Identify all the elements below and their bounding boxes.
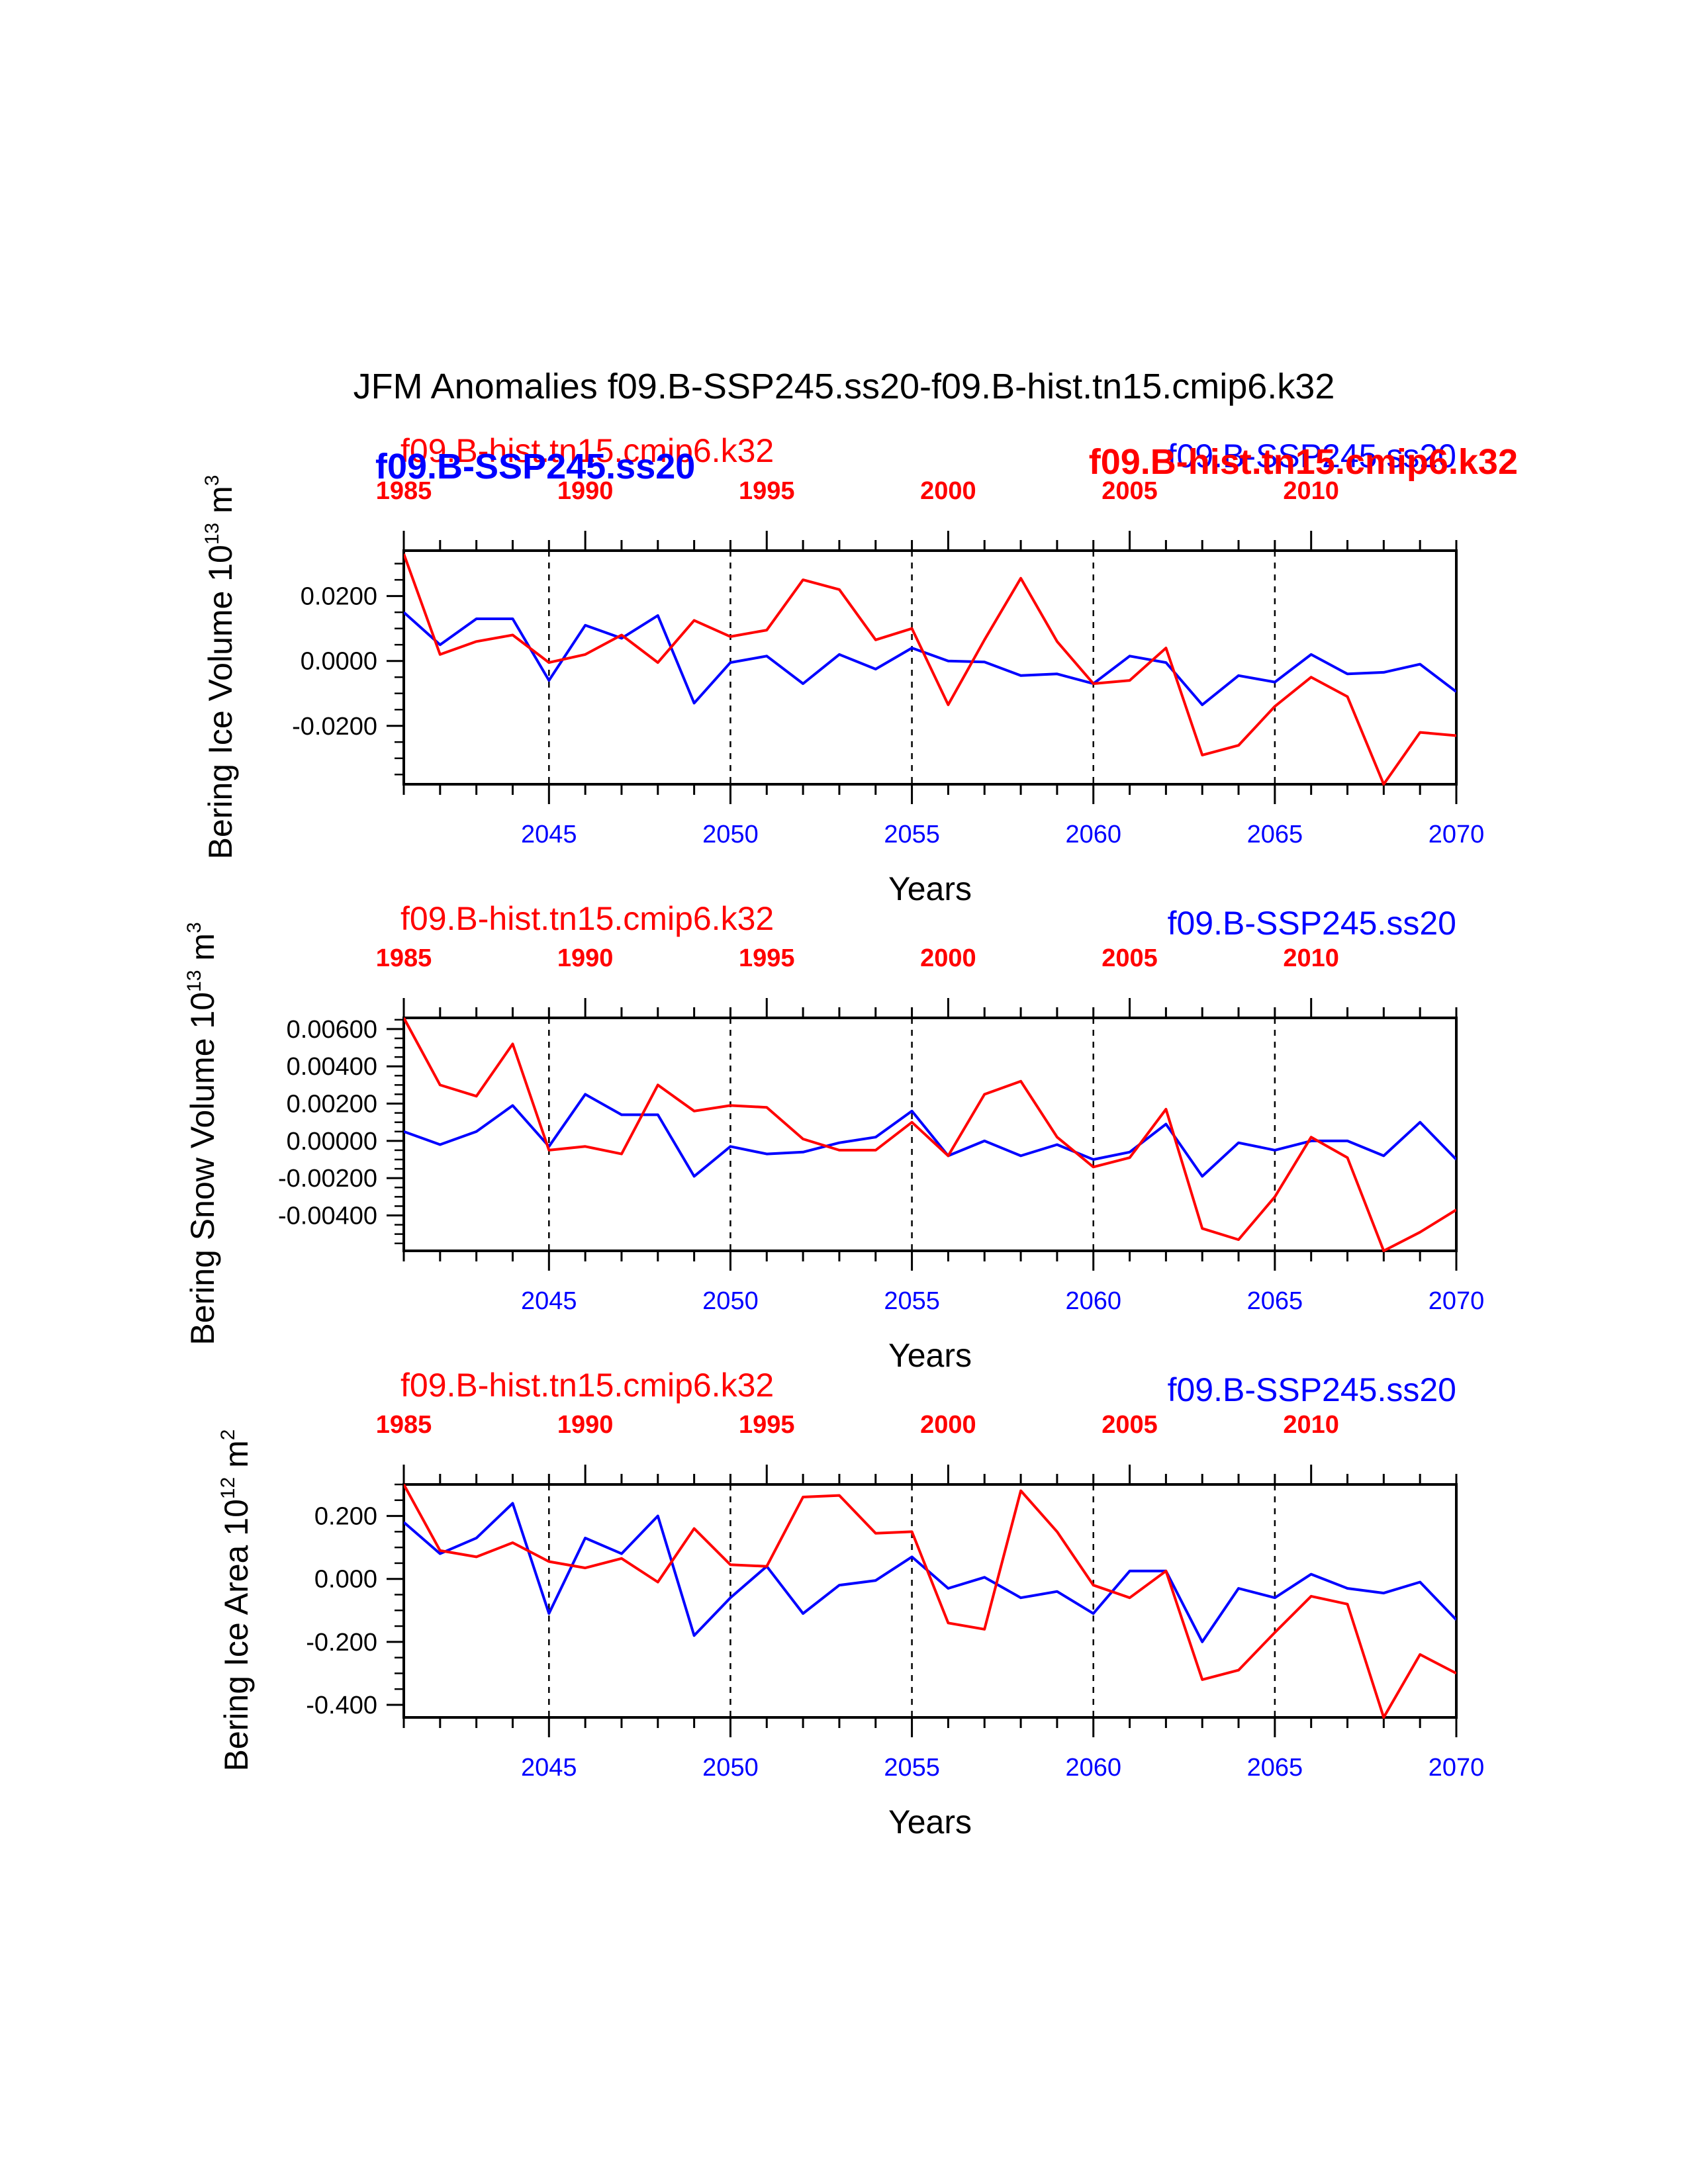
x-tick-label: 2065: [1247, 821, 1303, 848]
top-x-tick-label: 2010: [1283, 1411, 1339, 1439]
panel-1-ylabel-unit: m: [202, 486, 239, 523]
series-line-hist: [404, 1484, 1456, 1719]
panel-1-ylabel-unit-exp: 3: [201, 475, 223, 486]
x-tick-label: 2045: [521, 1287, 577, 1315]
plot-frame: [402, 1483, 1458, 1719]
top-x-tick-label: 1990: [557, 1411, 614, 1439]
panel-2-ylabel-main: Bering Snow Volume 10: [184, 992, 221, 1345]
top-x-tick-label: 2005: [1102, 477, 1158, 505]
panel-1-x-axis-label: Years: [888, 870, 972, 907]
panel-1-ylabel-main: Bering Ice Volume 10: [202, 545, 239, 859]
top-x-tick-label: 2010: [1283, 477, 1339, 505]
panel-1-y-axis-label: Bering Ice Volume 1013 m3: [201, 475, 239, 860]
top-x-tick-label: 1995: [739, 477, 795, 505]
series-line-hist: [404, 1017, 1456, 1252]
x-tick-label: 2065: [1247, 1754, 1303, 1782]
top-x-tick-label: 2000: [920, 1411, 976, 1439]
y-tick-label: 0.00400: [287, 1053, 377, 1081]
y-tick-label: 0.0000: [301, 648, 377, 676]
panel-1-hist-bold-label: f09.B-hist.tn15.cmip6.k32: [1089, 442, 1518, 482]
x-tick-label: 2045: [521, 821, 577, 848]
panel-3-ylabel-main: Bering Ice Area 10: [218, 1499, 255, 1771]
x-tick-label: 2070: [1429, 1287, 1485, 1315]
top-x-tick-label: 1985: [376, 944, 432, 972]
plot-frame: [402, 1017, 1458, 1252]
top-x-tick-label: 2005: [1102, 944, 1158, 972]
panel-2-ssp-label: f09.B-SSP245.ss20: [1168, 905, 1456, 942]
top-x-tick-label: 1985: [376, 477, 432, 505]
x-tick-label: 2065: [1247, 1287, 1303, 1315]
panel-1-plot: 2045 2050 2055 2060 2065 2070 1985 1990 1995 2000…: [292, 477, 1484, 848]
y-tick-label: -0.00400: [278, 1202, 377, 1230]
y-tick-label: -0.00200: [278, 1165, 377, 1193]
x-tick-label: 2055: [884, 1287, 940, 1315]
series-line-ssp245: [404, 611, 1456, 706]
x-tick-label: 2050: [702, 1287, 759, 1315]
panel-2-ylabel-exp: 13: [183, 970, 205, 992]
panel-2-hist-label: f09.B-hist.tn15.cmip6.k32: [400, 900, 774, 937]
panel-1-ylabel-exp: 13: [201, 523, 223, 545]
y-tick-label: -0.400: [306, 1692, 377, 1719]
top-x-tick-label: 1995: [739, 944, 795, 972]
panel-1-ssp-bold-label: f09.B-SSP245.ss20: [375, 447, 695, 486]
panel-2-ylabel-unit-exp: 3: [183, 922, 205, 933]
x-tick-label: 2060: [1065, 821, 1121, 848]
panel-ice-area: f09.B-hist.tn15.cmip6.k32 f09.B-SSP245.s…: [217, 1367, 1484, 1841]
x-tick-label: 2060: [1065, 1754, 1121, 1782]
x-tick-label: 2050: [702, 1754, 759, 1782]
y-tick-label: 0.200: [314, 1503, 377, 1531]
top-x-tick-label: 1990: [557, 944, 614, 972]
panel-3-x-axis-label: Years: [888, 1803, 972, 1841]
x-tick-label: 2055: [884, 1754, 940, 1782]
panel-3-y-axis-label: Bering Ice Area 1012 m2: [217, 1430, 255, 1772]
panel-3-ylabel-unit: m: [218, 1440, 255, 1477]
y-tick-label: 0.00000: [287, 1128, 377, 1156]
panel-2-x-axis-label: Years: [888, 1337, 972, 1374]
panel-3-hist-label: f09.B-hist.tn15.cmip6.k32: [400, 1367, 774, 1404]
top-x-tick-label: 2010: [1283, 944, 1339, 972]
y-tick-label: 0.00600: [287, 1016, 377, 1044]
x-tick-label: 2055: [884, 821, 940, 848]
series-line-hist: [404, 553, 1456, 786]
panel-3-plot: 2045 2050 2055 2060 2065 2070 1985 1990 1995 2000…: [306, 1411, 1484, 1782]
top-x-tick-label: 2000: [920, 944, 976, 972]
x-tick-label: 2070: [1429, 1754, 1485, 1782]
panel-2-ylabel-unit: m: [184, 933, 221, 970]
figure-title: JFM Anomalies f09.B-SSP245.ss20-f09.B-hi…: [353, 367, 1335, 406]
panel-3-ssp-label: f09.B-SSP245.ss20: [1168, 1371, 1456, 1408]
panel-2-y-axis-label: Bering Snow Volume 1013 m3: [183, 922, 221, 1345]
series-line-ssp245: [404, 1093, 1456, 1178]
top-x-tick-label: 1995: [739, 1411, 795, 1439]
panel-3-ylabel-exp: 12: [217, 1477, 239, 1499]
x-tick-label: 2070: [1429, 821, 1485, 848]
top-x-tick-label: 1985: [376, 1411, 432, 1439]
y-tick-label: 0.000: [314, 1566, 377, 1594]
panel-1-hist-label: f09.B-hist.tn15.cmip6.k32: [400, 432, 774, 469]
top-x-tick-label: 2000: [920, 477, 976, 505]
y-tick-label: -0.200: [306, 1629, 377, 1657]
panel-snow-volume: f09.B-hist.tn15.cmip6.k32 f09.B-SSP245.s…: [183, 900, 1484, 1374]
x-tick-label: 2060: [1065, 1287, 1121, 1315]
y-tick-label: -0.0200: [292, 713, 377, 741]
y-tick-label: 0.0200: [301, 583, 377, 611]
top-x-tick-label: 2005: [1102, 1411, 1158, 1439]
panel-1-ssp-label: f09.B-SSP245.ss20: [1168, 437, 1456, 475]
panel-3-ylabel-unit-exp: 2: [217, 1430, 239, 1441]
plot-frame: [402, 549, 1458, 786]
y-tick-label: 0.00200: [287, 1091, 377, 1118]
top-x-tick-label: 1990: [557, 477, 614, 505]
x-tick-label: 2045: [521, 1754, 577, 1782]
x-tick-label: 2050: [702, 821, 759, 848]
series-line-ssp245: [404, 1502, 1456, 1643]
panel-2-plot: 2045 2050 2055 2060 2065 2070 1985 1990 1995 2000…: [278, 944, 1484, 1315]
panel-ice-volume: f09.B-hist.tn15.cmip6.k32 f09.B-SSP245.s…: [201, 432, 1518, 907]
